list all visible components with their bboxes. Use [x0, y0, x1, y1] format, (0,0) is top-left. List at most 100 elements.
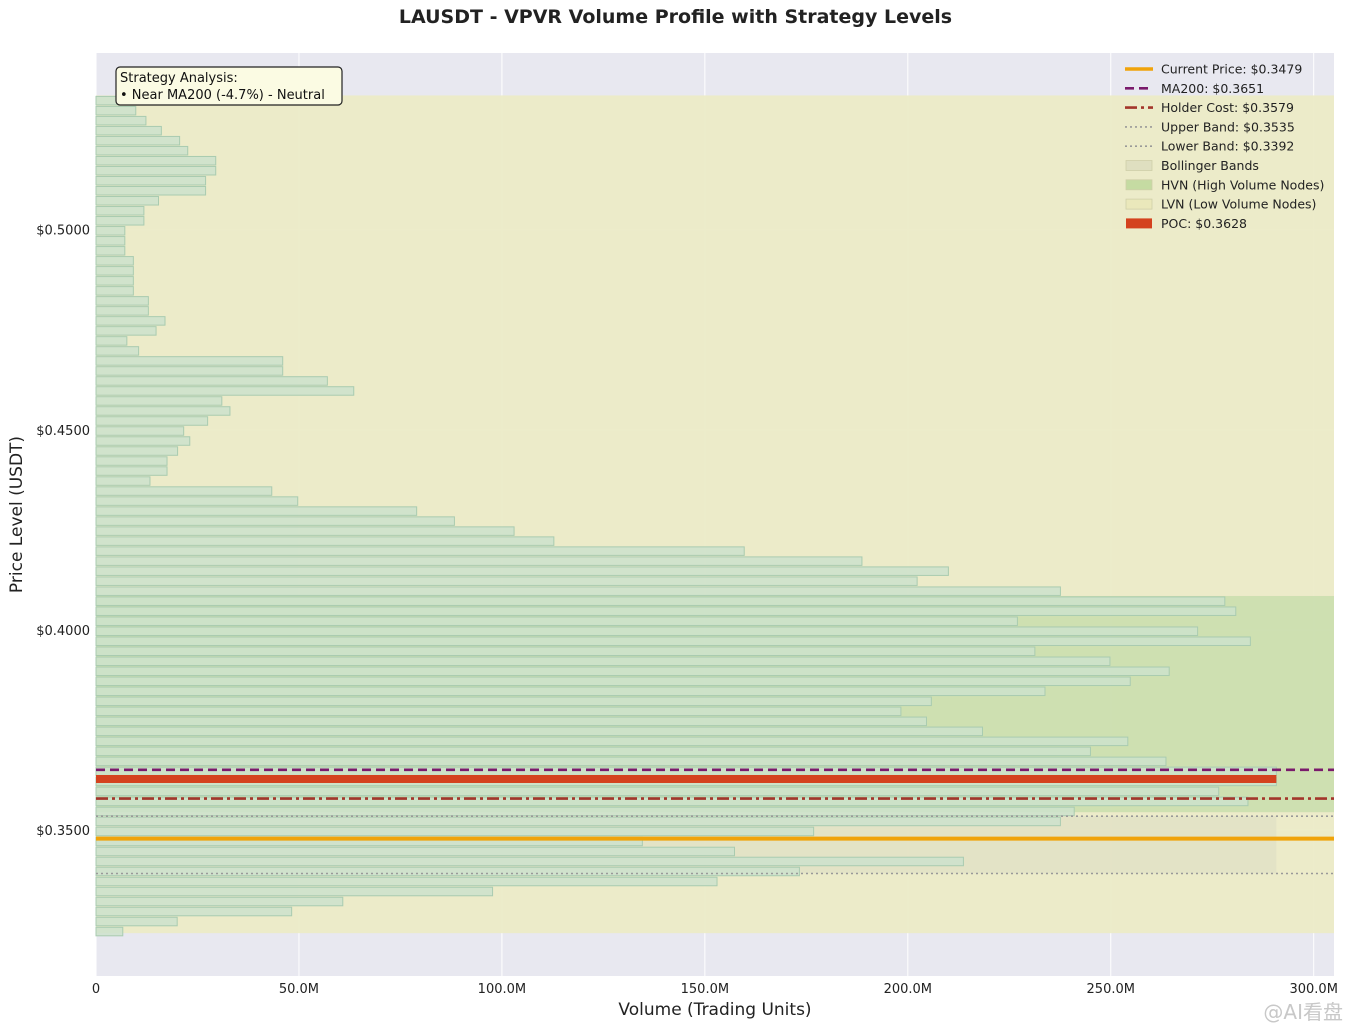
- legend-label-1: MA200: $0.3651: [1161, 81, 1264, 96]
- x-tick-label-0: 0: [92, 982, 100, 997]
- chart-title: LAUSDT - VPVR Volume Profile with Strate…: [398, 6, 953, 28]
- volume-bar-61: [95, 706, 902, 717]
- volume-bar-30: [95, 396, 223, 406]
- volume-bar-32: [95, 416, 209, 426]
- volume-bar-21: [95, 306, 149, 316]
- volume-bar-39: [95, 486, 273, 496]
- volume-bar-26: [95, 356, 284, 366]
- volume-bar-45: [95, 546, 745, 556]
- volume-bar-27: [95, 366, 284, 376]
- volume-bar-41: [95, 506, 418, 516]
- volume-bar-59: [95, 686, 1046, 697]
- volume-bar-54: [95, 636, 1251, 646]
- volume-bar-60: [95, 696, 932, 707]
- legend-label-5: Bollinger Bands: [1161, 158, 1259, 173]
- x-tick-label-6: 300.0M: [1289, 982, 1337, 997]
- legend-label-8: POC: $0.3628: [1161, 216, 1247, 231]
- volume-bar-56: [95, 656, 1111, 667]
- volume-bar-48: [95, 576, 918, 586]
- legend-item-3: Upper Band: $0.3535: [1125, 119, 1295, 134]
- volume-bar-83: [95, 926, 124, 937]
- volume-bar-62: [95, 716, 927, 727]
- strategy-annotation: Strategy Analysis: • Near MA200 (-4.7%) …: [115, 66, 343, 106]
- legend-item-4: Lower Band: $0.3392: [1125, 139, 1294, 154]
- volume-bar-69: [95, 786, 1220, 797]
- legend-item-6: HVN (High Volume Nodes): [1125, 177, 1324, 192]
- volume-bar-8: [95, 175, 207, 186]
- y-tick-label-0: $0.3500: [36, 824, 90, 839]
- volume-bar-57: [95, 666, 1170, 677]
- volume-bar-49: [95, 586, 1061, 596]
- volume-bar-71: [95, 806, 1075, 817]
- legend-item-7: LVN (Low Volume Nodes): [1125, 197, 1316, 212]
- volume-bar-64: [95, 736, 1129, 747]
- volume-bar-77: [95, 866, 800, 877]
- volume-bar-44: [95, 536, 555, 546]
- x-tick-label-4: 200.0M: [884, 982, 932, 997]
- legend-item-0: Current Price: $0.3479: [1125, 62, 1302, 77]
- volume-bar-42: [95, 516, 455, 526]
- volume-bar-34: [95, 436, 191, 446]
- volume-bar-22: [95, 316, 166, 326]
- legend-swatch-7: [1125, 198, 1153, 210]
- x-tick-label-3: 150.0M: [681, 982, 729, 997]
- volume-bar-38: [95, 476, 151, 486]
- volume-bar-17: [95, 266, 134, 276]
- legend-item-5: Bollinger Bands: [1125, 158, 1259, 173]
- y-tick-label-2: $0.4500: [36, 424, 90, 439]
- watermark: @AI看盘: [1263, 1000, 1343, 1024]
- volume-bar-25: [95, 346, 140, 356]
- volume-bar-40: [95, 496, 299, 506]
- poc-bar: [96, 774, 1277, 783]
- volume-bar-78: [95, 876, 718, 887]
- legend-label-2: Holder Cost: $0.3579: [1161, 100, 1294, 115]
- volume-bar-7: [95, 165, 217, 176]
- axis-ticks: 0 50.0M 100.0M 150.0M 200.0M 250.0M 300.0M $0.3…: [36, 224, 1338, 997]
- volume-bar-28: [95, 376, 328, 386]
- volume-bar-33: [95, 426, 185, 436]
- volume-bar-29: [95, 386, 355, 396]
- volume-bar-51: [95, 606, 1237, 616]
- volume-bar-50: [95, 596, 1226, 606]
- annotation-text: • Near MA200 (-4.7%) - Neutral: [120, 88, 325, 103]
- volume-bar-18: [95, 276, 134, 286]
- volume-bar-14: [95, 236, 126, 246]
- y-axis-label: Price Level (USDT): [7, 436, 27, 593]
- volume-bar-13: [95, 226, 126, 236]
- volume-bar-6: [95, 155, 217, 166]
- volume-bar-82: [95, 916, 178, 927]
- legend-label-7: LVN (Low Volume Nodes): [1161, 197, 1316, 212]
- volume-bar-73: [95, 826, 815, 837]
- volume-bar-20: [95, 296, 149, 306]
- legend-swatch-5: [1125, 160, 1153, 171]
- volume-bar-37: [95, 466, 168, 476]
- volume-bar-3: [95, 125, 162, 136]
- volume-bar-36: [95, 456, 168, 466]
- volume-bar-9: [95, 185, 207, 196]
- volume-bar-65: [95, 746, 1091, 757]
- legend-label-0: Current Price: $0.3479: [1161, 62, 1302, 77]
- volume-bar-31: [95, 406, 231, 416]
- y-tick-label-3: $0.5000: [36, 224, 90, 239]
- volume-bar-12: [95, 216, 145, 226]
- volume-bar-80: [95, 896, 344, 907]
- legend-item-8: POC: $0.3628: [1126, 216, 1247, 231]
- legend-item-2: Holder Cost: $0.3579: [1125, 100, 1294, 115]
- volume-bar-58: [95, 676, 1131, 687]
- x-tick-label-5: 250.0M: [1087, 982, 1135, 997]
- volume-bar-70: [95, 796, 1249, 807]
- volume-bar-2: [95, 115, 147, 126]
- volume-bar-24: [95, 336, 128, 346]
- x-axis-label: Volume (Trading Units): [618, 1000, 811, 1020]
- volume-bar-11: [95, 206, 145, 216]
- legend-label-6: HVN (High Volume Nodes): [1161, 177, 1324, 192]
- volume-bar-53: [95, 626, 1199, 636]
- level-lines: [96, 768, 1334, 875]
- legend-label-4: Lower Band: $0.3392: [1161, 139, 1294, 154]
- volume-bar-23: [95, 326, 157, 336]
- volume-bar-35: [95, 446, 179, 456]
- volume-bar-76: [95, 856, 964, 867]
- annotation-title: Strategy Analysis:: [120, 71, 238, 86]
- volume-bar-16: [95, 256, 134, 266]
